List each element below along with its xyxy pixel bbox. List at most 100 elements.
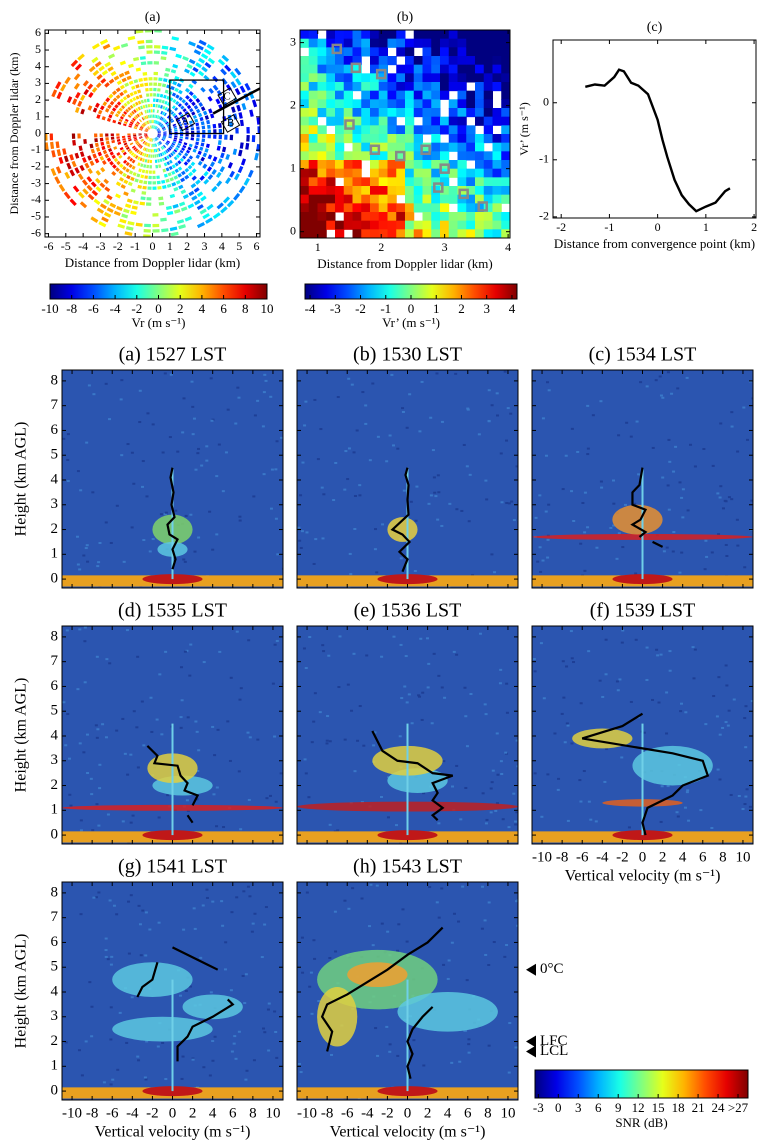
lidar-pixel (115, 94, 121, 100)
noise-pixel (149, 696, 153, 699)
lidar-pixel (457, 108, 467, 118)
lidar-pixel (300, 151, 310, 161)
lidar-pixel (163, 173, 168, 178)
x-tick-label: 1 (167, 239, 173, 253)
noise-pixel (350, 709, 354, 712)
lidar-pixel (96, 147, 101, 152)
noise-pixel (725, 554, 729, 557)
lidar-pixel (492, 160, 502, 170)
noise-pixel (262, 391, 266, 394)
lidar-pixel (193, 199, 201, 206)
noise-pixel (262, 473, 266, 476)
lidar-pixel (100, 166, 106, 173)
noise-pixel (273, 643, 277, 646)
lidar-pixel (99, 38, 109, 46)
noise-pixel (675, 811, 679, 814)
plot-area (300, 30, 510, 238)
lidar-pixel (483, 30, 493, 40)
lidar-pixel (113, 75, 120, 81)
y-tick-label: 2 (51, 777, 59, 793)
lidar-pixel (119, 84, 125, 90)
lidar-pixel (457, 212, 467, 222)
noise-pixel (243, 1002, 247, 1005)
lidar-pixel (87, 193, 95, 201)
lidar-pixel (422, 160, 432, 170)
noise-pixel (570, 427, 574, 430)
lidar-pixel (207, 57, 215, 65)
noise-pixel (719, 485, 723, 488)
lidar-pixel (100, 78, 107, 84)
lidar-pixel (209, 161, 215, 167)
noise-pixel (541, 559, 545, 562)
noise-pixel (586, 526, 590, 529)
lidar-pixel (128, 170, 134, 175)
lidar-pixel (169, 97, 174, 102)
noise-pixel (64, 744, 68, 747)
lidar-pixel (236, 104, 242, 112)
noise-pixel (209, 377, 213, 380)
noise-pixel (685, 376, 689, 379)
lidar-pixel (370, 108, 380, 118)
profile-line (371, 730, 454, 822)
noise-pixel (145, 495, 149, 498)
noise-pixel (213, 1035, 217, 1038)
lidar-pixel (199, 175, 205, 181)
noise-pixel (237, 396, 241, 399)
noise-pixel (115, 504, 119, 507)
noise-pixel (196, 452, 200, 455)
lidar-pixel (104, 61, 112, 68)
noise-pixel (105, 658, 109, 661)
lidar-pixel (141, 191, 147, 195)
noise-pixel (184, 514, 188, 517)
lidar-pixel (135, 107, 139, 112)
y-tick-label: 7 (51, 909, 59, 925)
lidar-pixel (184, 152, 189, 157)
noise-pixel (637, 473, 641, 476)
lidar-pixel (483, 47, 493, 57)
lidar-pixel (378, 142, 388, 152)
noise-pixel (224, 941, 228, 944)
lidar-pixel (300, 220, 310, 230)
lidar-pixel (139, 145, 143, 149)
lidar-pixel (208, 108, 213, 114)
noise-pixel (156, 1045, 160, 1048)
lidar-pixel (161, 50, 168, 55)
noise-pixel (267, 1002, 271, 1005)
noise-pixel (461, 885, 465, 888)
lidar-pixel (317, 212, 327, 222)
lidar-pixel (127, 148, 132, 153)
noise-pixel (464, 715, 468, 718)
noise-pixel (235, 896, 239, 899)
lidar-pixel (396, 30, 406, 40)
lidar-pixel (300, 168, 310, 178)
lidar-pixel (300, 64, 310, 74)
lidar-pixel (91, 43, 100, 50)
colorbar-tick-label: 4 (199, 301, 206, 316)
y-tick-label: 2 (290, 97, 296, 111)
lidar-pixel (308, 64, 318, 74)
noise-pixel (62, 437, 66, 440)
noise-pixel (380, 922, 384, 925)
lidar-pixel (98, 65, 105, 72)
noise-pixel (358, 484, 362, 487)
noise-pixel (454, 372, 458, 375)
lidar-pixel (69, 198, 77, 207)
noise-pixel (487, 389, 491, 392)
noise-pixel (691, 646, 695, 649)
lidar-pixel (172, 63, 179, 69)
noise-pixel (668, 669, 672, 672)
y-tick-label: 3 (51, 496, 59, 512)
noise-pixel (457, 920, 461, 923)
panel-title: (a) (145, 10, 161, 25)
x-tick-label: -2 (381, 1105, 394, 1121)
plot-area (585, 68, 731, 213)
lidar-pixel (104, 153, 110, 159)
lidar-pixel (326, 56, 336, 66)
lidar-pixel (343, 64, 353, 74)
noise-pixel (544, 510, 548, 513)
lidar-pixel (352, 125, 362, 135)
lidar-pixel (370, 82, 380, 92)
lidar-pixel (396, 177, 406, 187)
lidar-pixel (308, 220, 318, 230)
noise-pixel (161, 451, 165, 454)
